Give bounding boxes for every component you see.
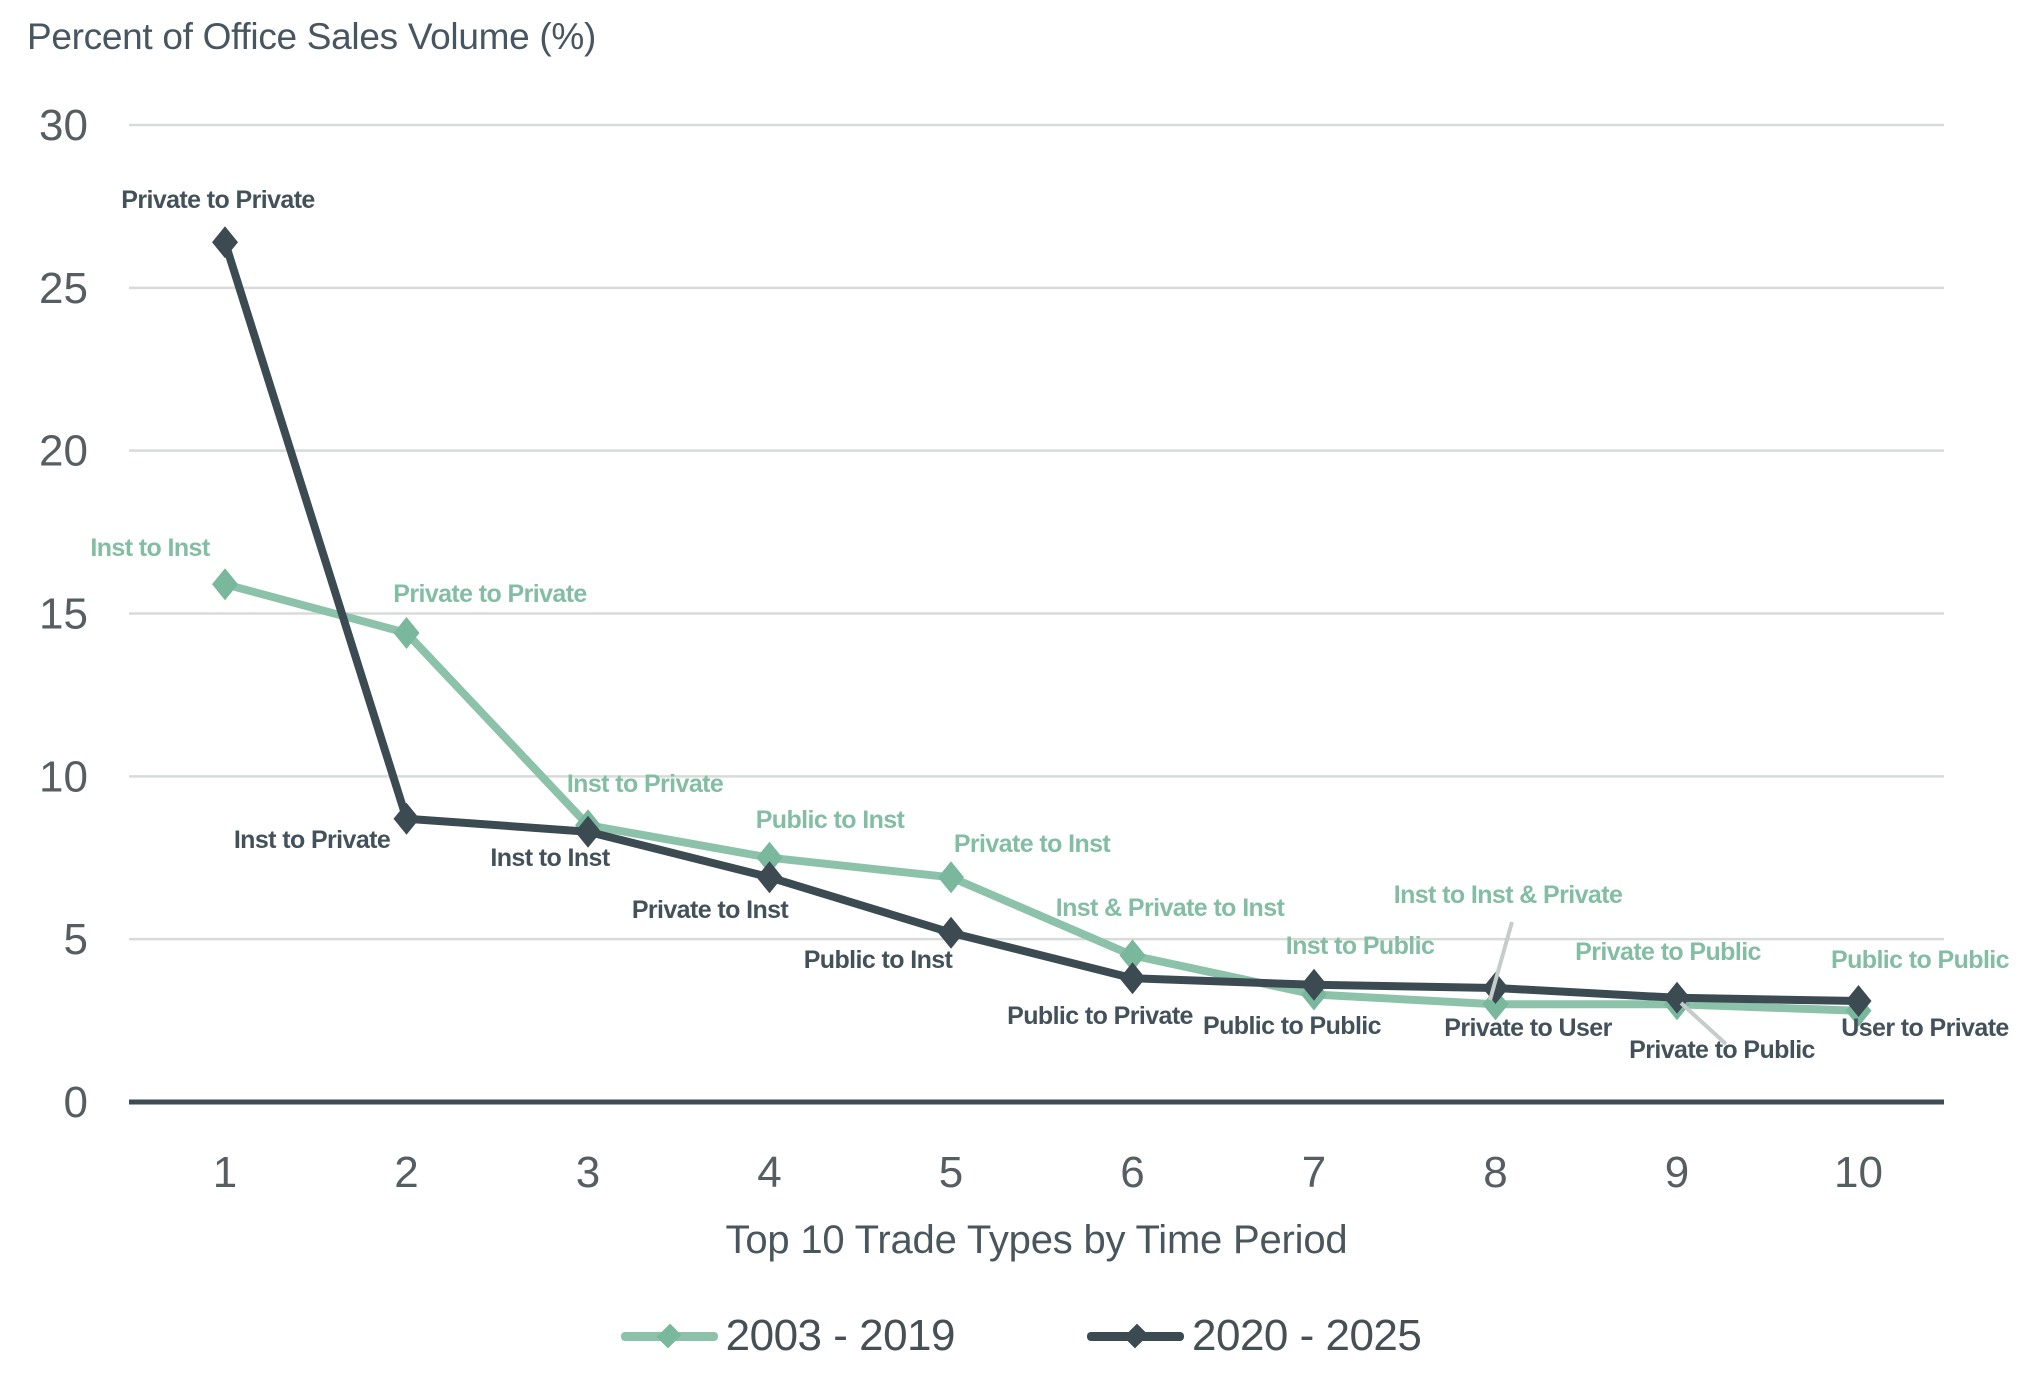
point-label: Public to Public — [1203, 1012, 1382, 1040]
point-label: Public to Inst — [804, 946, 954, 974]
label-leader-line — [1679, 1001, 1728, 1046]
x-tick-label-1: 1 — [213, 1148, 237, 1197]
point-label: Private to Public — [1629, 1036, 1815, 1064]
x-tick-label-7: 7 — [1302, 1148, 1326, 1197]
point-label: Private to Private — [393, 580, 587, 608]
legend-line-swatch-teal — [620, 1323, 718, 1349]
x-tick-label-4: 4 — [757, 1148, 781, 1197]
data-point-marker — [938, 861, 964, 894]
data-point-marker — [1119, 939, 1146, 972]
point-label: Public to Inst — [756, 806, 906, 834]
legend-line-swatch-slate — [1087, 1323, 1184, 1349]
series-line-2020-2025 — [221, 240, 1859, 1005]
data-point-marker — [938, 916, 964, 949]
data-point-marker — [212, 226, 238, 259]
data-point-marker — [756, 841, 783, 874]
point-label: Inst & Private to Inst — [1056, 894, 1286, 922]
data-point-marker — [393, 617, 420, 649]
point-label: Inst to Inst & Private — [1394, 881, 1623, 909]
legend-label: 2020 - 2025 — [1192, 1311, 1422, 1360]
diamond-marker-icon — [1123, 1323, 1148, 1349]
point-label: Public to Public — [1831, 946, 2010, 974]
y-tick-label-10: 10 — [39, 752, 88, 801]
point-label: Inst to Private — [234, 826, 391, 854]
chart-title: Percent of Office Sales Volume (%) — [27, 16, 597, 57]
x-tick-label-10: 10 — [1834, 1148, 1883, 1197]
point-label: Inst to Inst — [490, 844, 610, 872]
point-label: Private to Inst — [632, 896, 790, 924]
x-tick-label-8: 8 — [1483, 1148, 1507, 1197]
y-tick-label-5: 5 — [64, 915, 88, 964]
point-label: Private to Public — [1575, 938, 1761, 966]
label-leader-line — [1488, 921, 1514, 1001]
data-point-marker — [1301, 968, 1327, 1001]
point-label: Private to Inst — [954, 830, 1112, 858]
data-point-marker — [575, 815, 601, 848]
x-axis-title: Top 10 Trade Types by Time Period — [725, 1218, 1348, 1262]
series-line-2003-2019 — [223, 580, 1859, 1015]
legend-item-2003-2019: 2003 - 2019 — [620, 1311, 956, 1361]
legend-label: 2003 - 2019 — [725, 1311, 956, 1360]
y-tick-label-20: 20 — [39, 427, 88, 476]
point-label: Private to User — [1444, 1014, 1612, 1042]
data-point-marker — [1845, 985, 1872, 1017]
y-tick-label-25: 25 — [39, 264, 88, 313]
x-tick-label-5: 5 — [939, 1148, 963, 1197]
point-label: Inst to Inst — [90, 534, 210, 562]
x-tick-label-2: 2 — [394, 1148, 418, 1197]
y-tick-label-0: 0 — [64, 1078, 88, 1127]
point-label: Inst to Public — [1286, 932, 1435, 960]
legend-item-2020-2025: 2020 - 2025 — [1087, 1311, 1422, 1361]
data-point-marker — [756, 861, 783, 894]
data-point-marker — [212, 568, 238, 601]
point-label: Inst to Private — [567, 770, 724, 798]
x-tick-label-9: 9 — [1665, 1148, 1689, 1197]
x-tick-label-3: 3 — [576, 1148, 600, 1197]
y-tick-label-30: 30 — [39, 101, 88, 150]
y-tick-label-15: 15 — [39, 590, 88, 639]
point-label: User to Private — [1841, 1014, 2009, 1042]
x-tick-label-6: 6 — [1120, 1148, 1144, 1197]
data-point-marker — [1482, 972, 1509, 1004]
data-point-marker — [393, 802, 420, 835]
legend: 2003 - 2019 2020 - 2025 — [0, 1311, 2042, 1361]
data-point-marker — [1119, 962, 1146, 995]
point-label: Public to Private — [1007, 1002, 1193, 1030]
point-label: Private to Private — [121, 186, 315, 214]
diamond-marker-icon — [656, 1323, 682, 1349]
